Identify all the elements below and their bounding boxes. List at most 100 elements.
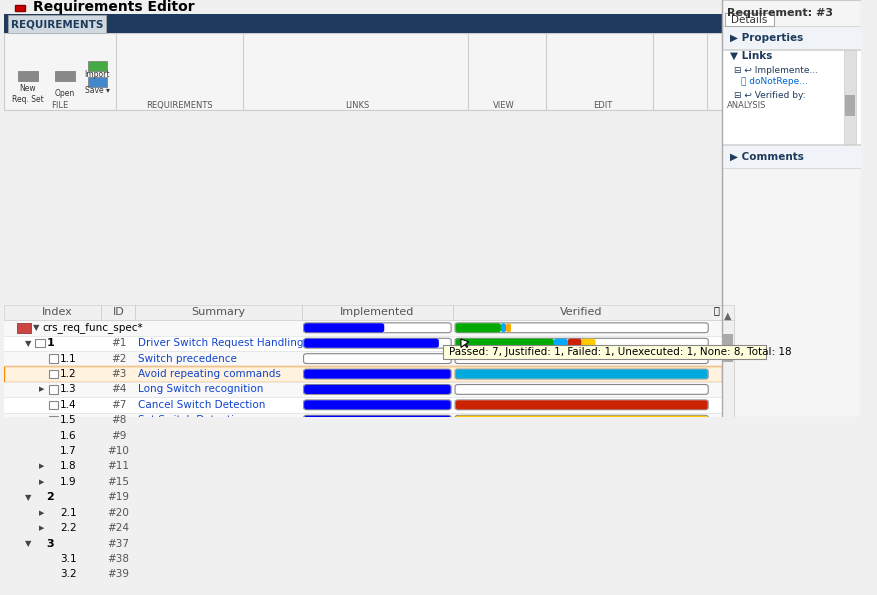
- Bar: [722, 320, 733, 416]
- Text: ▶ Properties: ▶ Properties: [730, 33, 803, 43]
- FancyBboxPatch shape: [303, 369, 451, 379]
- FancyBboxPatch shape: [455, 431, 708, 440]
- Bar: [35, 493, 45, 502]
- Text: ▼ Links: ▼ Links: [730, 51, 772, 61]
- Bar: [724, 13, 774, 26]
- FancyBboxPatch shape: [455, 431, 709, 440]
- Bar: [51, 64, 80, 99]
- Text: Cancel Switch Detection: Cancel Switch Detection: [139, 400, 266, 410]
- FancyBboxPatch shape: [455, 323, 501, 333]
- FancyBboxPatch shape: [304, 477, 451, 487]
- Text: ⊟ ↩ Implemente...: ⊟ ↩ Implemente...: [733, 65, 817, 74]
- Text: #9: #9: [111, 431, 126, 441]
- Text: VIEW: VIEW: [493, 101, 515, 110]
- FancyBboxPatch shape: [455, 523, 709, 533]
- FancyBboxPatch shape: [455, 462, 709, 471]
- Text: Index: Index: [42, 308, 73, 317]
- Bar: [48, 524, 58, 533]
- Text: #7: #7: [111, 400, 126, 410]
- Text: Cruise Control Mode: Cruise Control Mode: [139, 492, 245, 502]
- Text: ▶: ▶: [39, 479, 44, 485]
- Bar: [9, 64, 47, 99]
- Text: #19: #19: [107, 492, 130, 502]
- Bar: [4, 536, 722, 551]
- Text: 📄 doNotRepe...: 📄 doNotRepe...: [741, 77, 809, 86]
- Text: 3: 3: [46, 538, 54, 549]
- Bar: [55, 71, 75, 80]
- FancyBboxPatch shape: [303, 493, 451, 502]
- FancyBboxPatch shape: [455, 554, 709, 564]
- Bar: [722, 305, 733, 582]
- Bar: [722, 26, 860, 49]
- FancyBboxPatch shape: [455, 508, 709, 518]
- Polygon shape: [461, 339, 468, 347]
- Text: REQUIREMENTS: REQUIREMENTS: [146, 101, 213, 110]
- FancyBboxPatch shape: [303, 339, 451, 348]
- Text: #4: #4: [111, 384, 126, 394]
- FancyBboxPatch shape: [501, 323, 506, 333]
- Bar: [48, 462, 58, 471]
- Text: Enabled case: Enabled case: [139, 569, 208, 580]
- Bar: [48, 447, 58, 455]
- FancyBboxPatch shape: [303, 554, 451, 564]
- Text: #37: #37: [107, 538, 130, 549]
- FancyBboxPatch shape: [304, 555, 451, 563]
- FancyBboxPatch shape: [455, 323, 709, 333]
- Bar: [4, 320, 722, 336]
- Bar: [48, 555, 58, 563]
- Text: Operation mode determination: Operation mode determination: [139, 523, 301, 533]
- Text: REQUIREMENTS: REQUIREMENTS: [11, 20, 103, 30]
- FancyBboxPatch shape: [304, 369, 451, 378]
- FancyBboxPatch shape: [455, 493, 709, 502]
- Text: #20: #20: [108, 508, 129, 518]
- Text: 1.1: 1.1: [61, 353, 77, 364]
- Text: 1.2: 1.2: [61, 369, 77, 379]
- Text: ✕: ✕: [22, 323, 29, 332]
- FancyBboxPatch shape: [455, 353, 709, 364]
- Text: Disable Cruise Control system: Disable Cruise Control system: [139, 508, 296, 518]
- Bar: [4, 397, 722, 412]
- Text: #38: #38: [107, 554, 130, 564]
- FancyBboxPatch shape: [455, 400, 708, 409]
- Text: #1: #1: [111, 338, 126, 348]
- Text: ▶: ▶: [39, 510, 44, 516]
- Bar: [4, 305, 722, 320]
- FancyBboxPatch shape: [304, 524, 451, 533]
- Text: 1.5: 1.5: [61, 415, 77, 425]
- Bar: [48, 385, 58, 394]
- FancyBboxPatch shape: [303, 323, 451, 333]
- Text: Driver Switch Request Handling: Driver Switch Request Handling: [139, 338, 304, 348]
- Text: #3: #3: [111, 369, 126, 379]
- Bar: [35, 339, 45, 347]
- Text: 1.4: 1.4: [61, 400, 77, 410]
- FancyBboxPatch shape: [581, 339, 595, 347]
- FancyBboxPatch shape: [304, 339, 438, 347]
- Text: ▶: ▶: [39, 464, 44, 469]
- Text: #15: #15: [107, 477, 130, 487]
- FancyBboxPatch shape: [455, 339, 554, 347]
- FancyBboxPatch shape: [304, 323, 384, 333]
- Bar: [82, 64, 113, 80]
- Bar: [88, 77, 107, 87]
- FancyBboxPatch shape: [554, 339, 567, 347]
- Text: Requirements Editor: Requirements Editor: [32, 0, 195, 14]
- Bar: [4, 14, 860, 33]
- Text: Import: Import: [85, 70, 111, 79]
- Text: Avoid repeating commands: Avoid repeating commands: [139, 369, 282, 379]
- Text: Resume Switch Detection: Resume Switch Detection: [139, 446, 272, 456]
- Bar: [18, 323, 31, 333]
- FancyBboxPatch shape: [455, 400, 709, 410]
- Text: Requirement: #3: Requirement: #3: [727, 8, 833, 18]
- Text: ▶ Comments: ▶ Comments: [730, 152, 803, 162]
- Text: 1.7: 1.7: [61, 446, 77, 456]
- FancyBboxPatch shape: [304, 570, 451, 579]
- Text: Switch precedence: Switch precedence: [139, 353, 238, 364]
- Text: #39: #39: [107, 569, 130, 580]
- Bar: [4, 428, 722, 443]
- Text: crs_req_func_spec*: crs_req_func_spec*: [43, 322, 143, 333]
- FancyBboxPatch shape: [304, 493, 451, 502]
- Text: Passed: 7, Justified: 1, Failed: 1, Unexecuted: 1, None: 8, Total: 18: Passed: 7, Justified: 1, Failed: 1, Unex…: [449, 347, 792, 356]
- Text: 2.1: 2.1: [61, 508, 77, 518]
- FancyBboxPatch shape: [303, 353, 451, 364]
- FancyBboxPatch shape: [303, 431, 451, 440]
